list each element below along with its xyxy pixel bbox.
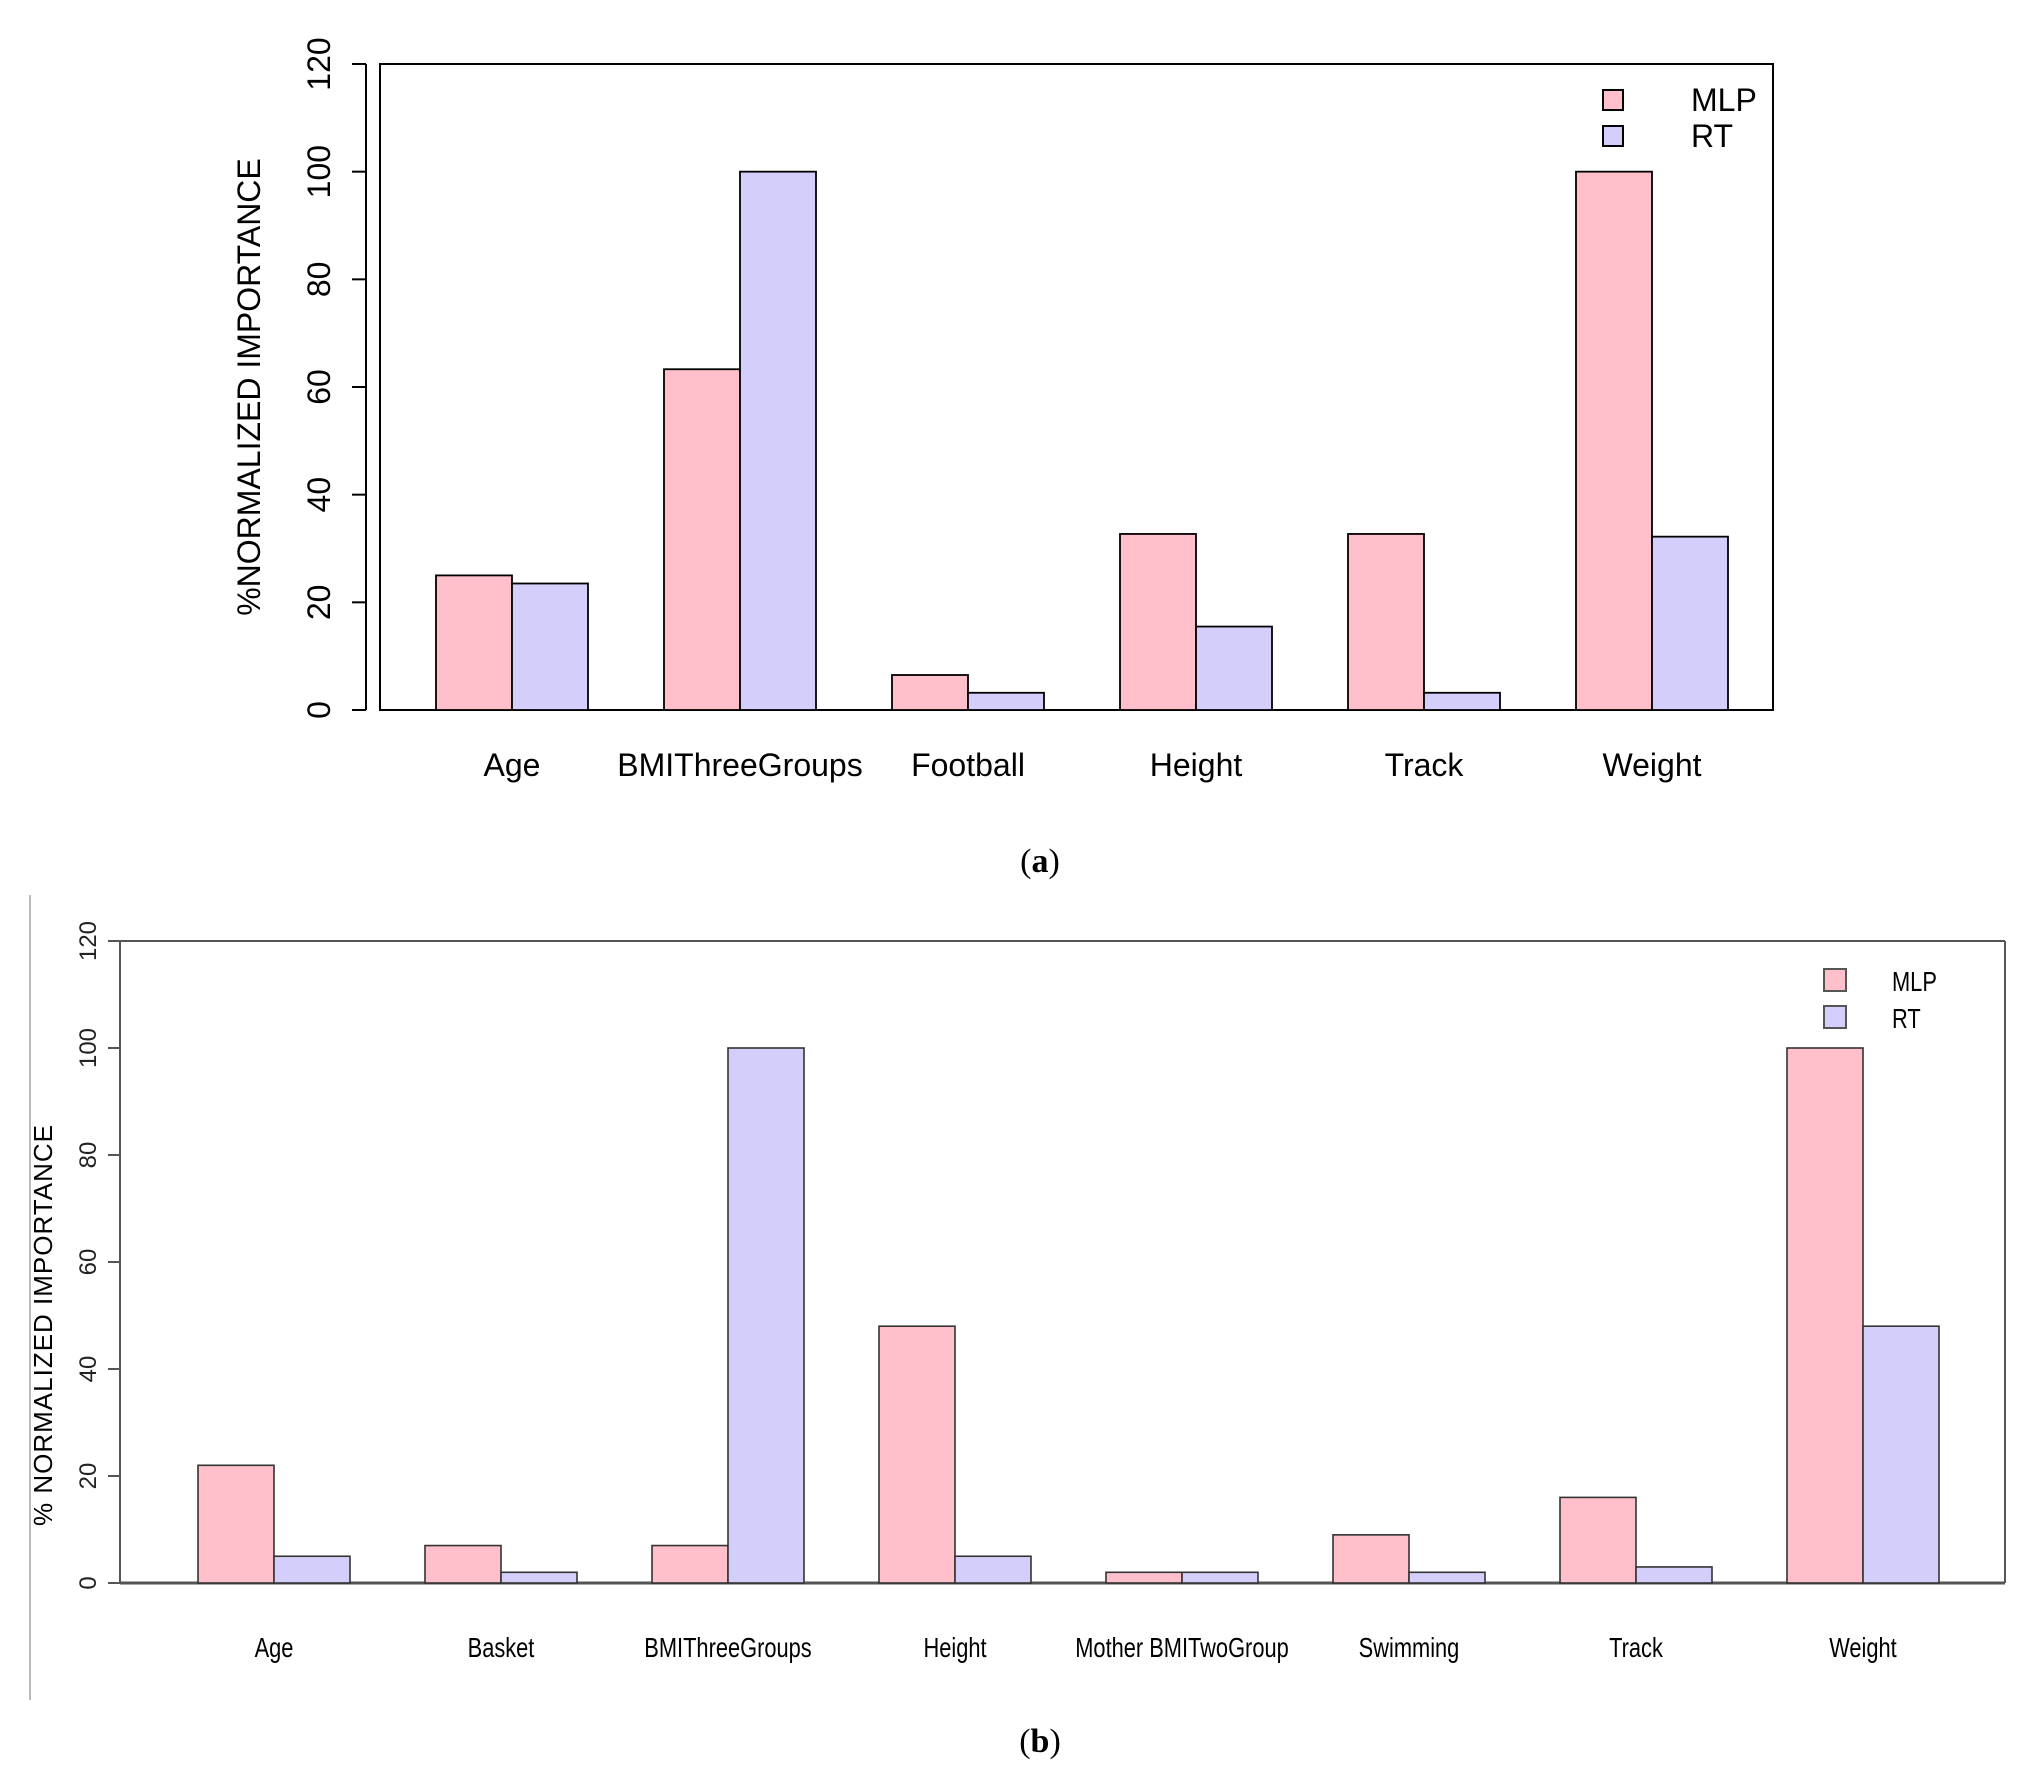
bar-mlp-basket (424, 1544, 502, 1584)
category-label: Basket (468, 1632, 535, 1663)
bar-mlp-bmithreegroups (651, 1544, 729, 1584)
category-label: Swimming (1359, 1632, 1460, 1663)
category-labels: Age BMIThreeGroups Football Height Track Weig… (484, 747, 1702, 783)
category-label: Track (1385, 747, 1465, 783)
legend-label-mlp: MLP (1691, 82, 1757, 118)
y-tick-label: 80 (75, 1142, 102, 1169)
legend: MLP RT (1823, 966, 1937, 1035)
y-tick-label: 100 (301, 145, 337, 198)
legend-label-mlp: MLP (1892, 966, 1937, 997)
category-label: BMIThreeGroups (644, 1632, 811, 1663)
bar-mlp-height (878, 1325, 956, 1584)
bars (197, 1047, 1940, 1584)
bar-mlp-track (1347, 533, 1425, 711)
category-label: Height (923, 1632, 986, 1663)
legend-swatch-rt (1823, 1005, 1847, 1029)
y-axis-label: % NORMALIZED IMPORTANCE (28, 1124, 58, 1526)
category-label: Mother BMITwoGroup (1075, 1632, 1288, 1663)
bar-rt-height (1195, 625, 1273, 711)
y-axis-label: %NORMALIZED IMPORTANCE (231, 158, 267, 616)
category-label: BMIThreeGroups (617, 747, 862, 783)
bar-rt-bmithreegroups (739, 170, 817, 711)
caption-letter: b (1031, 1723, 1050, 1760)
category-label: Weight (1602, 747, 1701, 783)
bar-rt-age (511, 582, 589, 711)
bar-mlp-bmithreegroups (663, 368, 741, 711)
legend-label-rt: RT (1892, 1003, 1921, 1034)
category-label: Height (1150, 747, 1243, 783)
category-label: Track (1609, 1632, 1663, 1663)
bar-mlp-weight (1575, 170, 1653, 711)
caption-a: (a) (1020, 843, 1060, 880)
bar-rt-football (967, 691, 1045, 711)
y-tick-label: 80 (301, 262, 337, 298)
category-label: Age (484, 747, 541, 783)
legend-swatch-rt (1602, 125, 1624, 147)
bar-rt-age (273, 1555, 351, 1584)
category-label: Age (255, 1632, 294, 1663)
bar-rt-height (954, 1555, 1032, 1584)
bar-rt-track (1423, 691, 1501, 711)
bar-mlp-height (1119, 533, 1197, 711)
bar-rt-weight (1651, 535, 1729, 711)
y-ticks: 0 20 40 60 80 100 120 (301, 37, 366, 719)
y-tick-label: 20 (301, 585, 337, 621)
category-labels: Age Basket BMIThreeGroups Height Mother BMIT… (255, 1632, 1897, 1663)
legend-swatch-mlp (1823, 968, 1847, 992)
category-label: Football (911, 747, 1025, 783)
bar-mlp-swimming (1332, 1534, 1410, 1584)
bar-rt-mother-bmitwogroup (1181, 1571, 1259, 1584)
bar-rt-swimming (1408, 1571, 1486, 1584)
y-tick-label: 60 (301, 369, 337, 405)
bar-mlp-age (197, 1464, 275, 1584)
caption-b: (b) (1019, 1723, 1061, 1760)
bar-rt-bmithreegroups (727, 1047, 805, 1584)
bar-mlp-track (1559, 1496, 1637, 1584)
chart-b: 0 20 40 60 80 100 120 Age Basket BMIThreeGroups H… (28, 895, 2006, 1700)
legend-label-rt: RT (1691, 118, 1733, 154)
y-tick-label: 20 (75, 1463, 102, 1490)
y-tick-label: 60 (75, 1249, 102, 1276)
bar-mlp-football (891, 674, 969, 711)
bar-mlp-weight (1786, 1047, 1864, 1584)
bar-mlp-age (435, 574, 513, 711)
bar-mlp-mother-bmitwogroup (1105, 1571, 1183, 1584)
y-tick-label: 100 (75, 1028, 102, 1068)
y-tick-label: 120 (75, 921, 102, 961)
bar-rt-basket (500, 1571, 578, 1584)
y-tick-label: 40 (301, 477, 337, 513)
bar-rt-weight (1862, 1325, 1940, 1584)
legend-swatch-mlp (1602, 89, 1624, 111)
y-tick-label: 120 (301, 37, 337, 90)
y-tick-label: 0 (301, 701, 337, 719)
chart-a: 0 20 40 60 80 100 120 Age BMIThreeGroups Footbal… (231, 37, 1774, 783)
y-tick-label: 0 (75, 1576, 102, 1589)
y-tick-label: 40 (75, 1356, 102, 1383)
y-ticks: 0 20 40 60 80 100 120 (75, 921, 120, 1590)
bar-rt-track (1635, 1566, 1713, 1584)
caption-letter: a (1032, 843, 1049, 880)
plot-frame (379, 63, 1774, 711)
bars (435, 170, 1729, 711)
category-label: Weight (1829, 1632, 1897, 1663)
